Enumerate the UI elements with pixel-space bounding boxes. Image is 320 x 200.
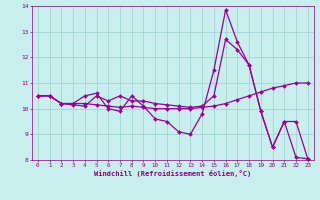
X-axis label: Windchill (Refroidissement éolien,°C): Windchill (Refroidissement éolien,°C) [94, 170, 252, 177]
